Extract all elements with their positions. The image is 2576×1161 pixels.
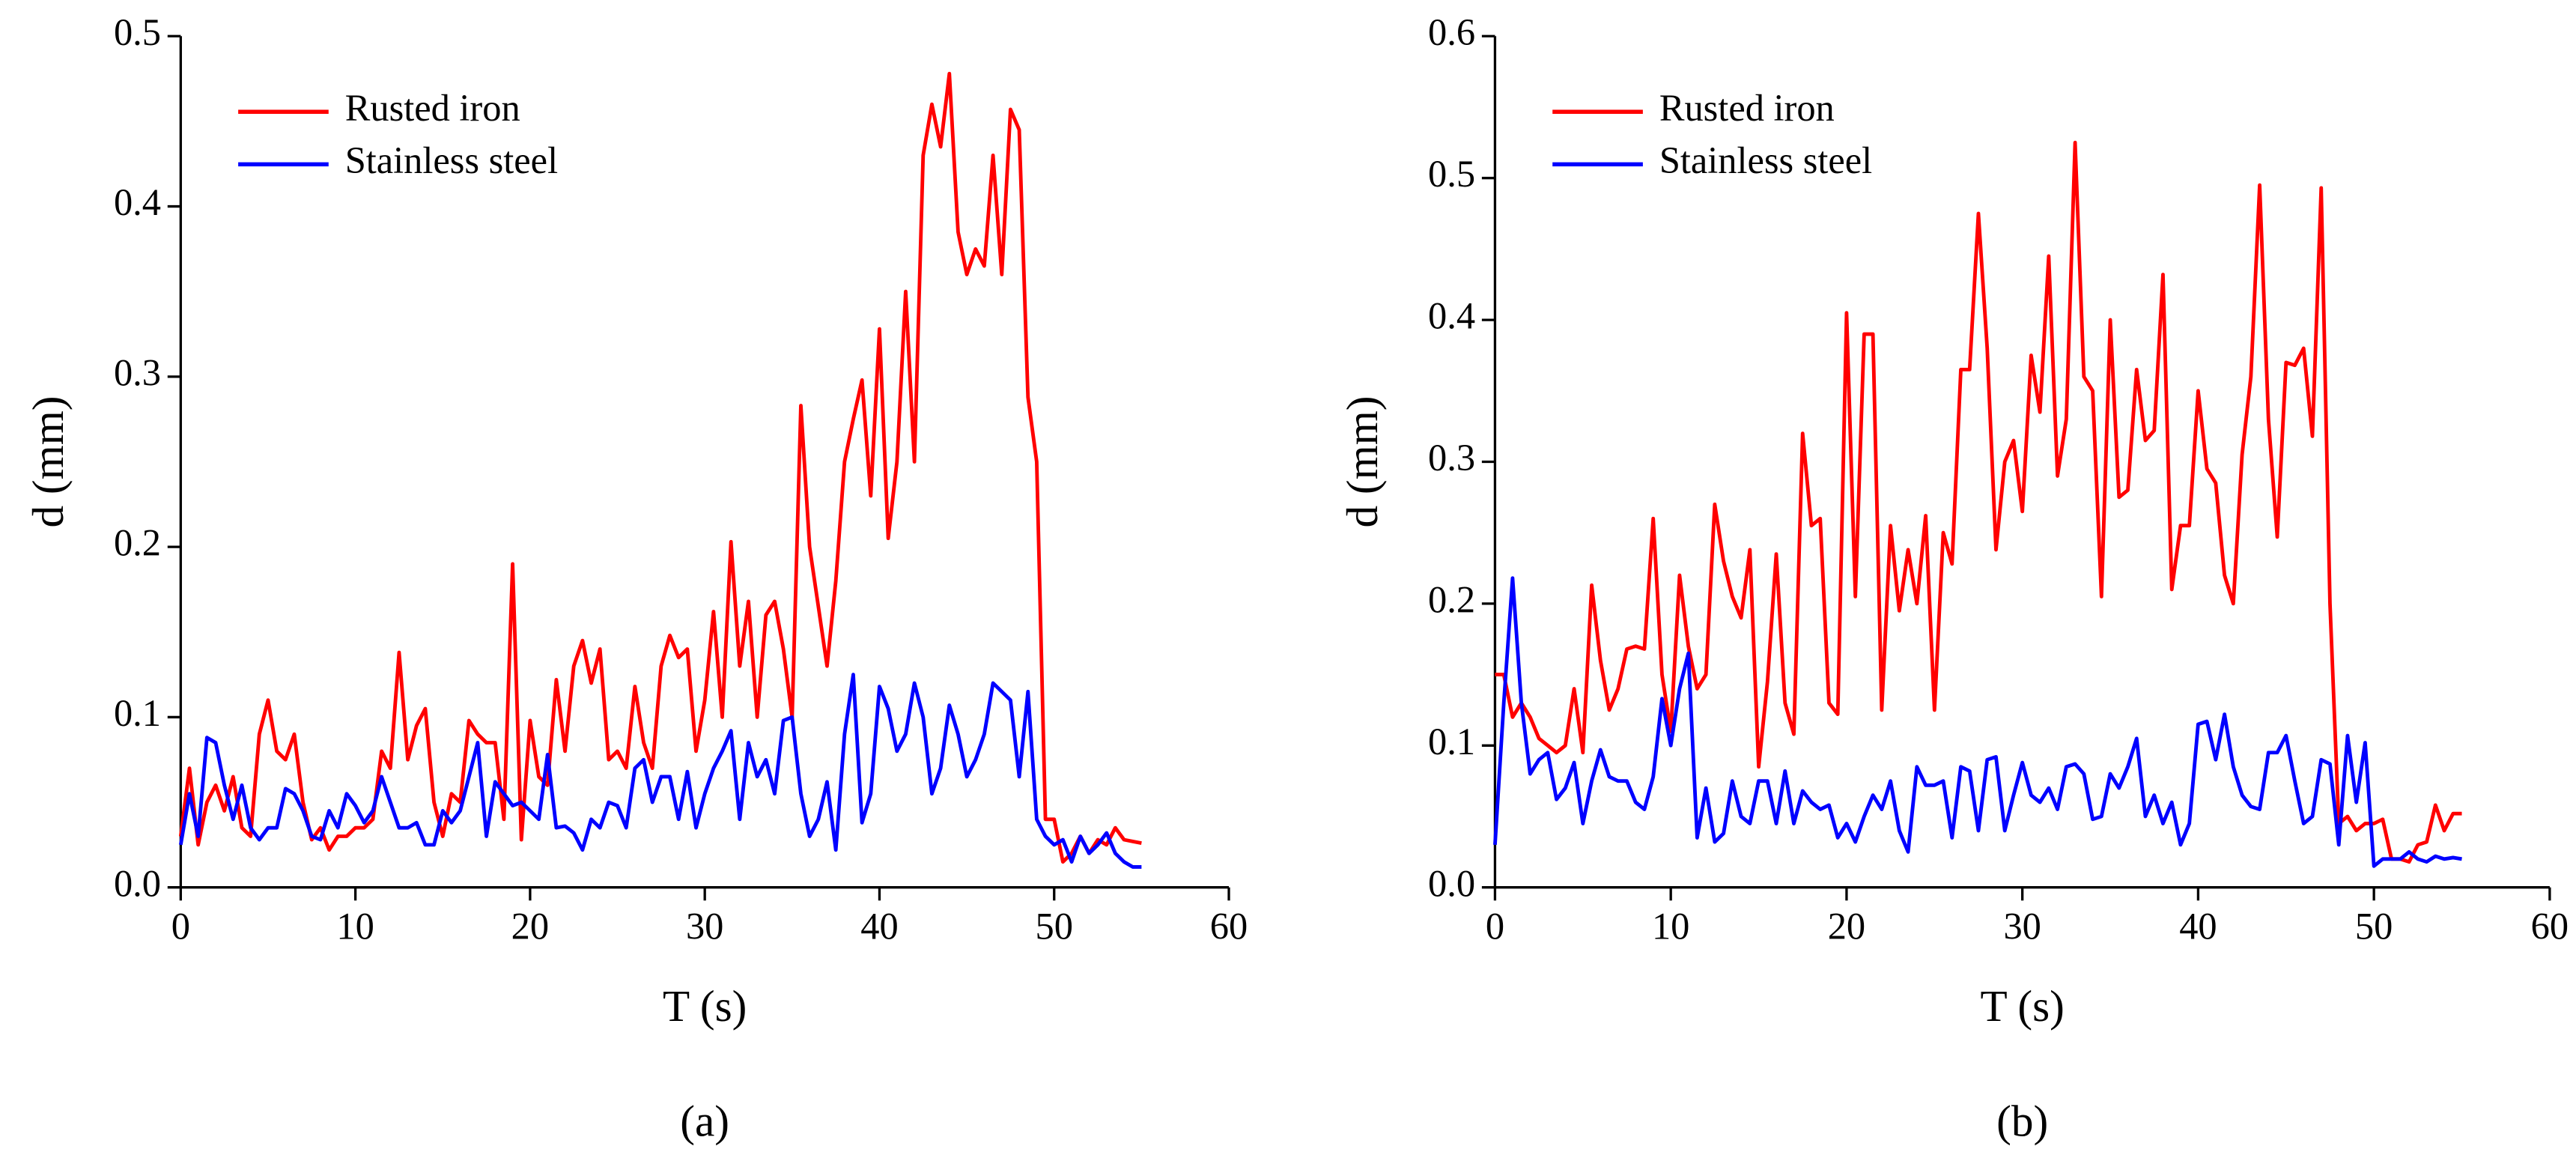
x-tick-label: 50 [1036, 905, 1073, 947]
x-tick-label: 40 [860, 905, 898, 947]
x-tick-label: 20 [1828, 905, 1865, 947]
y-tick-label: 0.5 [1428, 153, 1475, 195]
y-tick-label: 0.1 [1428, 721, 1475, 763]
y-tick-label: 0.6 [1428, 11, 1475, 53]
y-tick-label: 0.3 [1428, 437, 1475, 479]
y-tick-label: 0.3 [114, 351, 161, 393]
x-tick-label: 10 [1652, 905, 1689, 947]
x-tick-label: 30 [2003, 905, 2041, 947]
panel-label: (a) [680, 1096, 729, 1145]
legend-label: Rusted iron [345, 87, 520, 129]
x-tick-label: 30 [686, 905, 723, 947]
x-axis-label: T (s) [663, 981, 747, 1031]
legend-label: Stainless steel [345, 139, 558, 181]
x-tick-label: 0 [171, 905, 190, 947]
y-tick-label: 0.5 [114, 11, 161, 53]
x-tick-label: 50 [2355, 905, 2393, 947]
y-tick-label: 0.0 [114, 862, 161, 904]
y-tick-label: 0.2 [1428, 578, 1475, 620]
x-tick-label: 0 [1486, 905, 1504, 947]
y-axis-label: d (mm) [23, 396, 73, 528]
y-tick-label: 0.0 [1428, 862, 1475, 904]
x-tick-label: 60 [1210, 905, 1248, 947]
x-tick-label: 60 [2531, 905, 2569, 947]
y-axis-label: d (mm) [1337, 396, 1387, 528]
x-tick-label: 40 [2179, 905, 2217, 947]
x-tick-label: 10 [336, 905, 374, 947]
data-line [178, 71, 1142, 864]
data-line [1495, 140, 2462, 864]
y-tick-label: 0.1 [114, 692, 161, 734]
y-tick-label: 0.4 [114, 181, 161, 223]
data-line [178, 673, 1142, 869]
legend-label: Rusted iron [1659, 87, 1835, 129]
y-tick-label: 0.4 [1428, 295, 1475, 337]
y-tick-label: 0.2 [114, 522, 161, 564]
legend-label: Stainless steel [1659, 139, 1872, 181]
data-line [1493, 576, 2462, 868]
x-tick-label: 20 [511, 905, 549, 947]
x-axis-label: T (s) [1980, 981, 2064, 1031]
panel-label: (b) [1996, 1096, 2048, 1145]
